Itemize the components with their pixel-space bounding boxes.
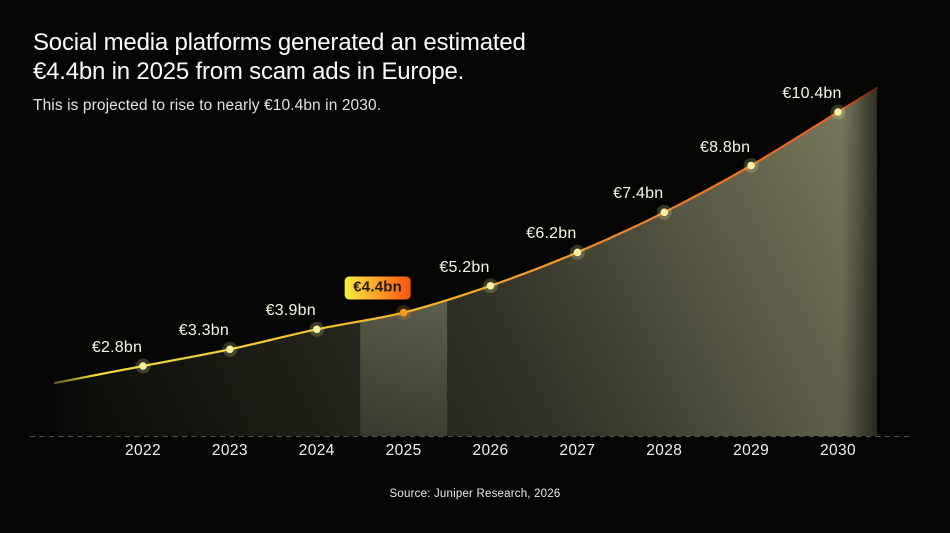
chart-header: Social media platforms generated an esti… xyxy=(33,28,526,115)
data-point xyxy=(573,248,582,257)
data-point xyxy=(486,282,495,290)
data-point xyxy=(399,308,408,317)
source-note: Source: Juniper Research, 2026 xyxy=(389,488,561,500)
data-point xyxy=(834,108,842,116)
right-fade xyxy=(835,50,950,437)
data-point xyxy=(747,161,755,170)
data-point xyxy=(139,362,147,370)
data-point xyxy=(226,345,234,354)
page-title-line-2: €4.4bn in 2025 from scam ads in Europe. xyxy=(33,58,465,85)
data-point xyxy=(660,208,669,217)
chart-subtitle: This is projected to rise to nearly €10.… xyxy=(33,97,382,114)
area-fill xyxy=(55,88,877,436)
left-fade xyxy=(25,355,100,437)
data-point xyxy=(313,325,321,334)
page-title-line-1: Social media platforms generated an esti… xyxy=(33,29,526,56)
